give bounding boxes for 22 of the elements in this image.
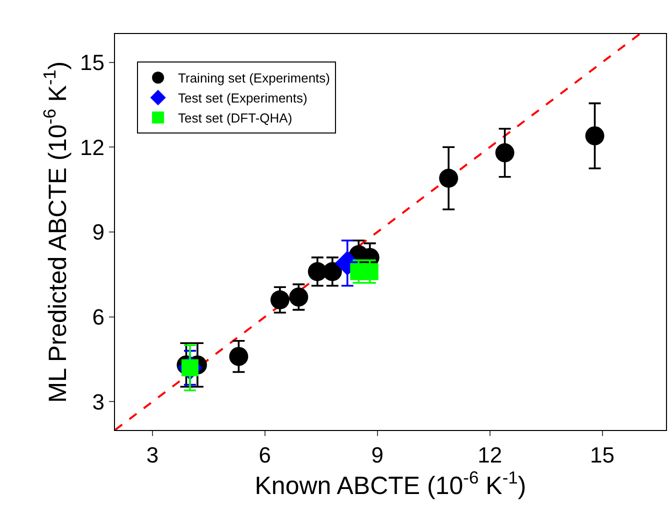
y-tick-label: 3 xyxy=(92,389,104,414)
legend-label: Training set (Experiments) xyxy=(178,70,330,86)
y-tick-label: 12 xyxy=(80,134,104,160)
y-tick-label: 15 xyxy=(80,50,104,75)
x-tick-label: 3 xyxy=(146,442,159,468)
y-tick-label: 9 xyxy=(92,220,104,245)
x-tick-label: 6 xyxy=(258,442,272,468)
point xyxy=(495,143,514,162)
y-tick-label: 6 xyxy=(92,304,104,330)
point xyxy=(229,346,248,366)
x-tick-label: 9 xyxy=(371,442,384,468)
x-axis-title: Known ABCTE (10$^{-6}$ K$^{-1}$) xyxy=(254,468,526,500)
point xyxy=(270,290,290,310)
point xyxy=(585,126,604,146)
point xyxy=(289,288,308,307)
legend-label: Test set (Experiments) xyxy=(178,90,308,106)
x-tick-label: 12 xyxy=(478,442,502,468)
point xyxy=(439,168,458,188)
legend-label: Test set (DFT-QHA) xyxy=(178,110,292,126)
x-tick-label: 15 xyxy=(590,442,615,468)
point xyxy=(361,263,378,280)
point xyxy=(322,262,342,282)
